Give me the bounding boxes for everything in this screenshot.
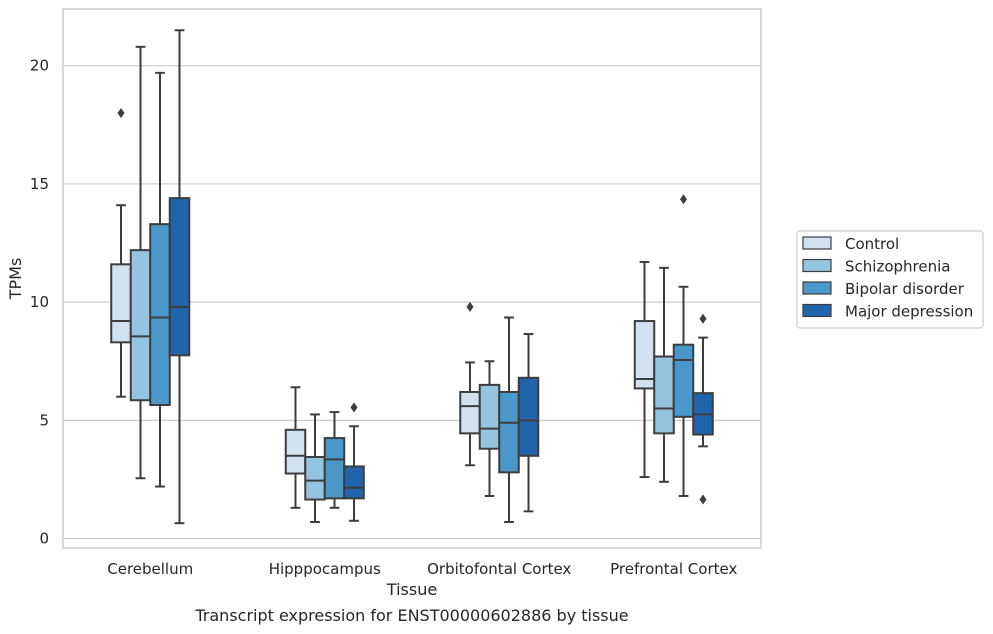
x-tick-label-2: Hipppocampus [269,560,381,578]
box-body [674,345,694,417]
box-2-1 [286,387,306,508]
box-body [499,392,519,472]
box-1-3 [150,73,170,487]
y-tick-label-10: 10 [30,293,49,311]
y-axis-label: TPMs [6,258,25,301]
legend-label-2: Schizophrenia [845,258,950,276]
box-2-3 [325,412,345,508]
box-4-4 [693,314,713,505]
box-4-1 [635,262,655,477]
box-4-2 [654,268,674,482]
box-3-2 [480,361,500,496]
y-tick-label-0: 0 [39,530,49,548]
box-body [654,357,674,434]
box-body [305,457,325,500]
box-1-2 [131,47,151,478]
box-3-3 [499,318,519,522]
outlier-point-2 [700,495,707,505]
box-body [519,378,539,456]
box-body [286,430,306,474]
legend-label-1: Control [845,235,899,253]
legend-swatch-4 [803,305,831,317]
box-1-4 [170,30,190,523]
y-tick-labels: 0 5 10 15 20 [30,57,49,548]
outlier-point-1 [118,108,125,118]
outlier-point-1 [680,194,687,204]
box-body [131,250,151,400]
box-body [325,438,345,498]
boxplot-chart: 0 5 10 15 20 Cerebellum Hipppocampus Orbitofon… [0,0,993,634]
box-body [150,224,170,405]
box-2-2 [305,414,325,522]
box-body [460,392,480,433]
legend-swatch-1 [803,237,831,249]
box-series [111,30,713,523]
x-tick-label-3: Orbitofontal Cortex [427,560,571,578]
box-body [170,198,190,355]
outlier-point-1 [351,402,358,412]
legend-label-3: Bipolar disorder [845,280,965,298]
outlier-point-1 [467,302,474,312]
outlier-point-1 [700,314,707,324]
x-tick-labels: Cerebellum Hipppocampus Orbitofontal Corte… [107,560,737,578]
x-axis-label: Tissue [386,580,437,599]
legend-swatch-2 [803,260,831,272]
box-body [111,264,131,342]
box-4-3 [674,194,694,496]
box-3-1 [460,302,480,465]
box-1-1 [111,108,131,397]
x-tick-label-4: Prefrontal Cortex [610,560,737,578]
legend: Control Schizophrenia Bipolar disorder Majo… [797,231,983,328]
box-3-4 [519,334,539,511]
legend-label-4: Major depression [845,303,973,321]
box-body [480,385,500,449]
y-tick-label-20: 20 [30,57,49,75]
y-tick-label-5: 5 [39,411,49,429]
box-body [344,466,364,498]
x-tick-label-1: Cerebellum [107,560,193,578]
chart-caption: Transcript expression for ENST0000060288… [194,606,628,625]
y-tick-label-15: 15 [30,175,49,193]
legend-swatch-3 [803,282,831,294]
